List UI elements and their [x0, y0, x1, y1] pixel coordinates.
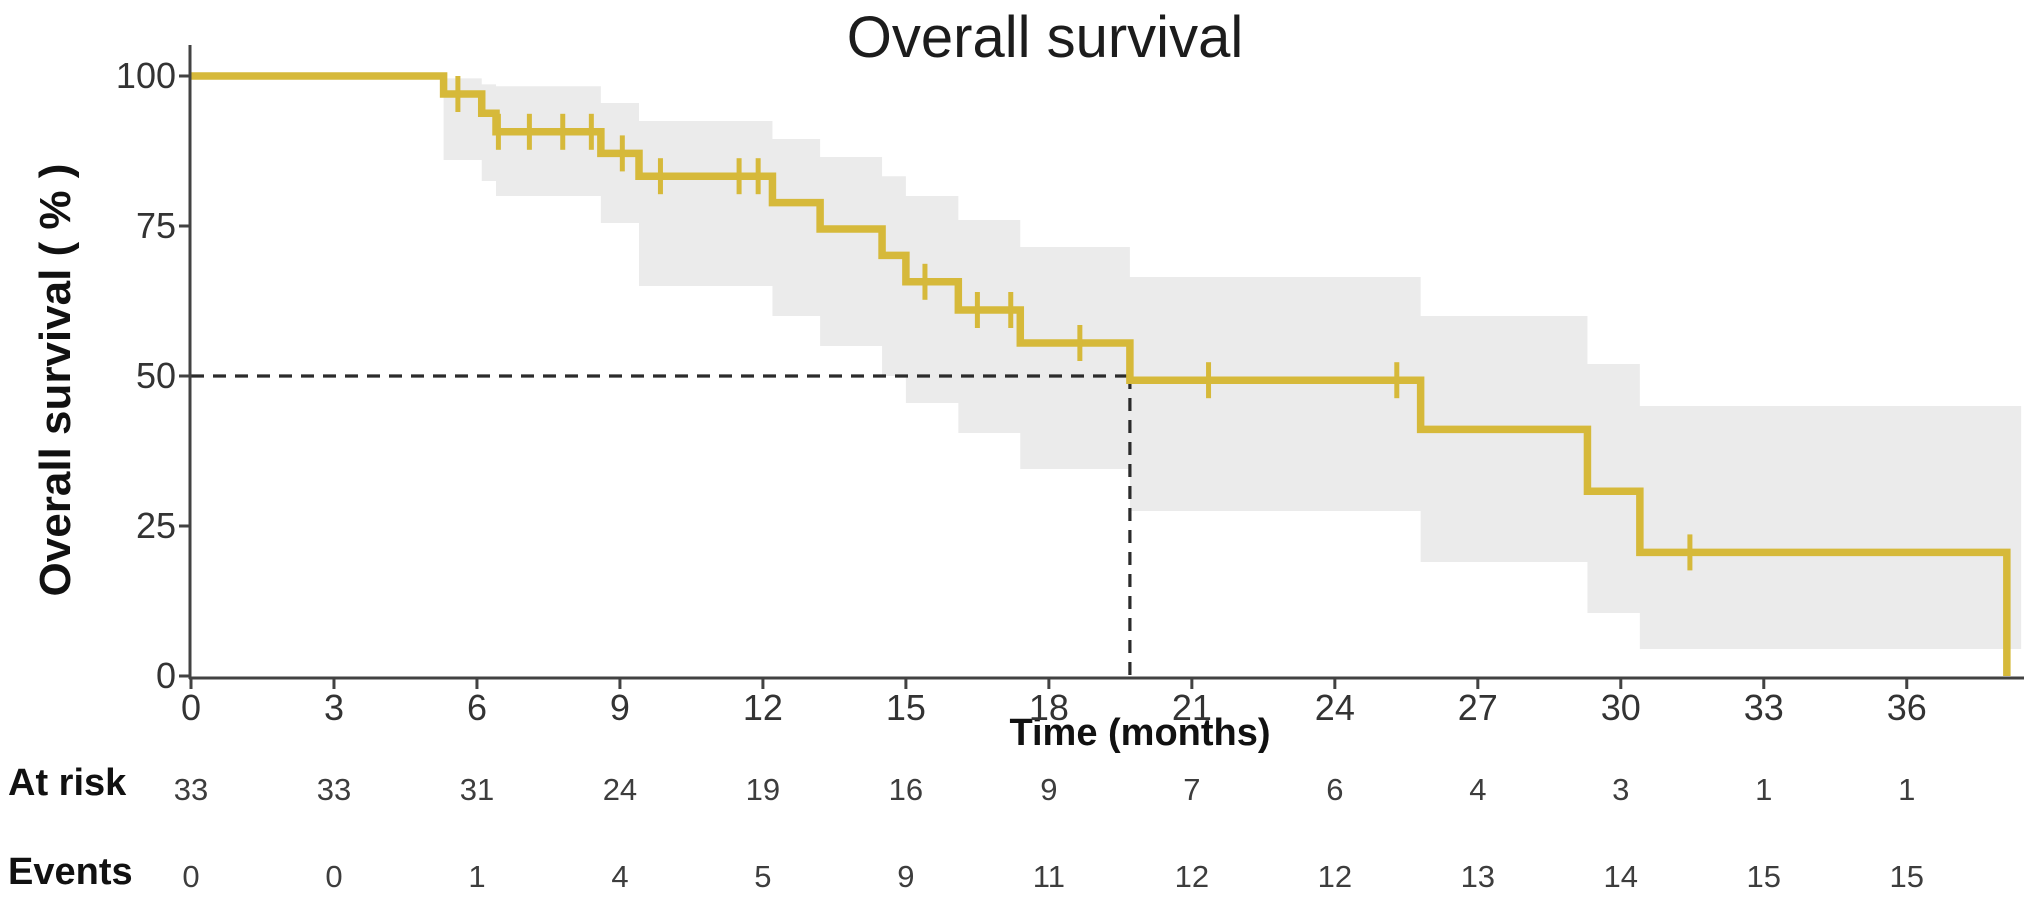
events-value: 9 — [897, 859, 915, 894]
events-value: 12 — [1317, 859, 1353, 894]
events-value: 11 — [1032, 859, 1065, 894]
events-value: 1 — [468, 859, 486, 894]
at-risk-value: 9 — [1040, 772, 1058, 807]
x-tick-label: 12 — [742, 687, 783, 728]
at-risk-value: 3 — [1612, 772, 1630, 807]
x-tick-label: 0 — [180, 687, 202, 728]
chart-title: Overall survival — [846, 5, 1244, 70]
at-risk-row-label: At risk — [8, 762, 127, 804]
at-risk-value: 1 — [1898, 772, 1916, 807]
events-value: 13 — [1460, 859, 1496, 894]
at-risk-value: 33 — [316, 772, 352, 807]
events-value: 0 — [182, 859, 200, 894]
x-tick-label: 3 — [323, 687, 344, 728]
events-value: 12 — [1174, 859, 1210, 894]
confidence-band — [443, 78, 2022, 649]
x-tick-label: 36 — [1886, 687, 1927, 728]
events-value: 15 — [1746, 859, 1782, 894]
events-value: 0 — [325, 859, 343, 894]
y-tick-label: 0 — [155, 655, 176, 696]
x-tick-label: 33 — [1743, 687, 1784, 728]
at-risk-value: 1 — [1755, 772, 1773, 807]
x-tick-label: 21 — [1171, 687, 1212, 728]
at-risk-value: 16 — [888, 772, 924, 807]
y-tick-label: 75 — [135, 205, 176, 246]
x-tick-label: 24 — [1314, 687, 1355, 728]
x-tick-label: 18 — [1028, 687, 1069, 728]
x-tick-label: 9 — [609, 687, 630, 728]
at-risk-value: 33 — [173, 772, 209, 807]
at-risk-value: 6 — [1326, 772, 1344, 807]
at-risk-value: 24 — [602, 772, 638, 807]
events-value: 5 — [754, 859, 772, 894]
events-value: 15 — [1889, 859, 1924, 894]
y-tick-label: 100 — [115, 55, 176, 96]
events-value: 14 — [1603, 859, 1639, 894]
x-tick-label: 27 — [1457, 687, 1498, 728]
events-value: 4 — [611, 859, 629, 894]
x-tick-label: 15 — [885, 687, 926, 728]
y-tick-label: 25 — [135, 505, 176, 546]
x-axis-title: Time (months) — [1009, 712, 1271, 754]
x-tick-label: 6 — [466, 687, 487, 728]
y-tick-label: 50 — [135, 355, 176, 396]
at-risk-value: 31 — [459, 772, 495, 807]
events-row-label: Events — [8, 851, 133, 893]
at-risk-value: 19 — [745, 772, 781, 807]
x-tick-label: 30 — [1600, 687, 1641, 728]
at-risk-value: 4 — [1469, 772, 1487, 807]
at-risk-value: 7 — [1183, 772, 1201, 807]
